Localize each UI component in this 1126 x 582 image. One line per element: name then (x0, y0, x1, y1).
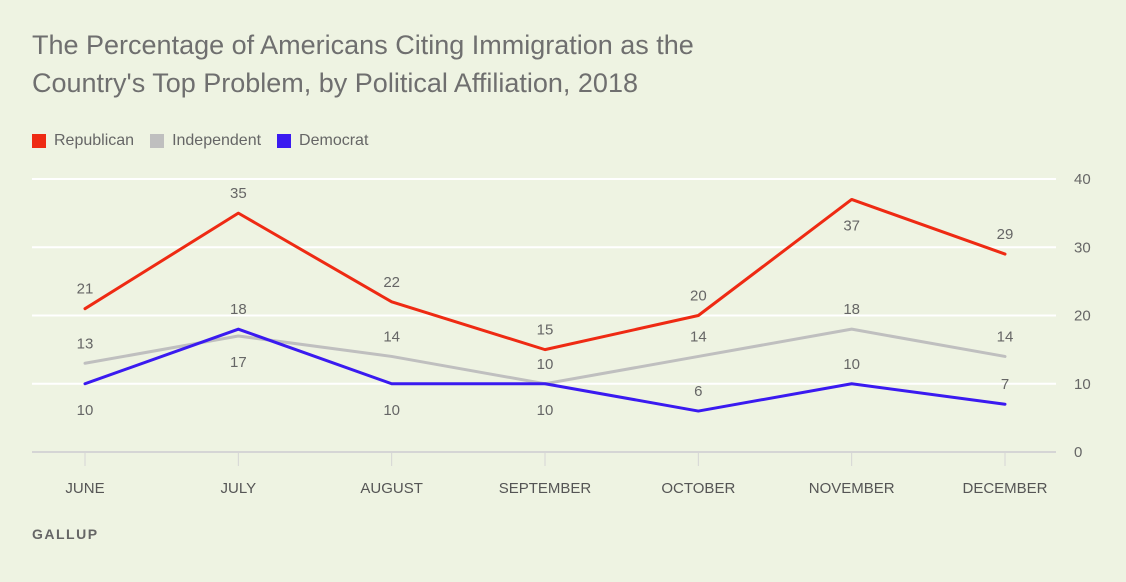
y-tick-label-30: 30 (1074, 239, 1091, 256)
legend-item-republican: Republican (32, 132, 134, 150)
x-tick-label-june: JUNE (65, 480, 104, 497)
data-label-independent-august: 14 (383, 328, 400, 345)
data-label-independent-november: 18 (843, 301, 860, 318)
data-label-independent-july: 17 (230, 354, 247, 371)
x-tick-label-august: AUGUST (360, 480, 423, 497)
legend-label-democrat: Democrat (299, 132, 369, 149)
data-label-republican-october: 20 (690, 288, 707, 305)
legend-swatch-democrat (277, 134, 292, 148)
x-tick-label-october: OCTOBER (661, 480, 735, 497)
source-label: GALLUP (32, 526, 99, 542)
data-label-republican-december: 29 (997, 226, 1014, 243)
data-label-republican-july: 35 (230, 185, 247, 202)
chart-title-line-2: Country's Top Problem, by Political Affi… (32, 68, 638, 98)
data-label-democrat-september: 10 (537, 402, 554, 419)
x-tick-label-september: SEPTEMBER (499, 480, 592, 497)
data-label-republican-june: 21 (77, 281, 94, 298)
data-label-independent-june: 13 (77, 335, 94, 352)
legend-swatch-independent (150, 134, 165, 148)
legend-label-independent: Independent (172, 132, 262, 149)
y-tick-label-20: 20 (1074, 308, 1091, 325)
series-line-democrat (83, 327, 1007, 413)
series-line-republican (83, 197, 1007, 352)
y-tick-label-0: 0 (1074, 444, 1082, 461)
data-label-republican-august: 22 (383, 274, 400, 291)
x-tick-label-december: DECEMBER (962, 480, 1047, 497)
data-label-democrat-october: 6 (694, 383, 702, 400)
data-label-independent-september: 10 (537, 356, 554, 373)
chart-title: The Percentage of Americans Citing Immig… (32, 26, 932, 102)
data-label-democrat-june: 10 (77, 402, 94, 419)
legend-swatch-republican (32, 134, 46, 148)
chart-title-line-1: The Percentage of Americans Citing Immig… (32, 30, 694, 60)
data-label-independent-december: 14 (997, 328, 1014, 345)
x-tick-label-november: NOVEMBER (809, 480, 895, 497)
data-label-democrat-july: 18 (230, 301, 247, 318)
y-tick-label-40: 40 (1074, 171, 1091, 188)
data-label-democrat-december: 7 (1001, 376, 1009, 393)
y-tick-label-10: 10 (1074, 376, 1091, 393)
data-label-republican-november: 37 (843, 217, 860, 234)
legend-label-republican: Republican (54, 132, 135, 149)
data-label-republican-september: 15 (537, 322, 554, 339)
data-label-democrat-august: 10 (383, 402, 400, 419)
legend-item-democrat: Democrat (277, 132, 368, 150)
data-label-democrat-november: 10 (843, 356, 860, 373)
chart-legend: Republican Independent Democrat (32, 132, 368, 150)
data-label-independent-october: 14 (690, 328, 707, 345)
x-tick-label-july: JULY (221, 480, 257, 497)
legend-item-independent: Independent (150, 132, 261, 150)
